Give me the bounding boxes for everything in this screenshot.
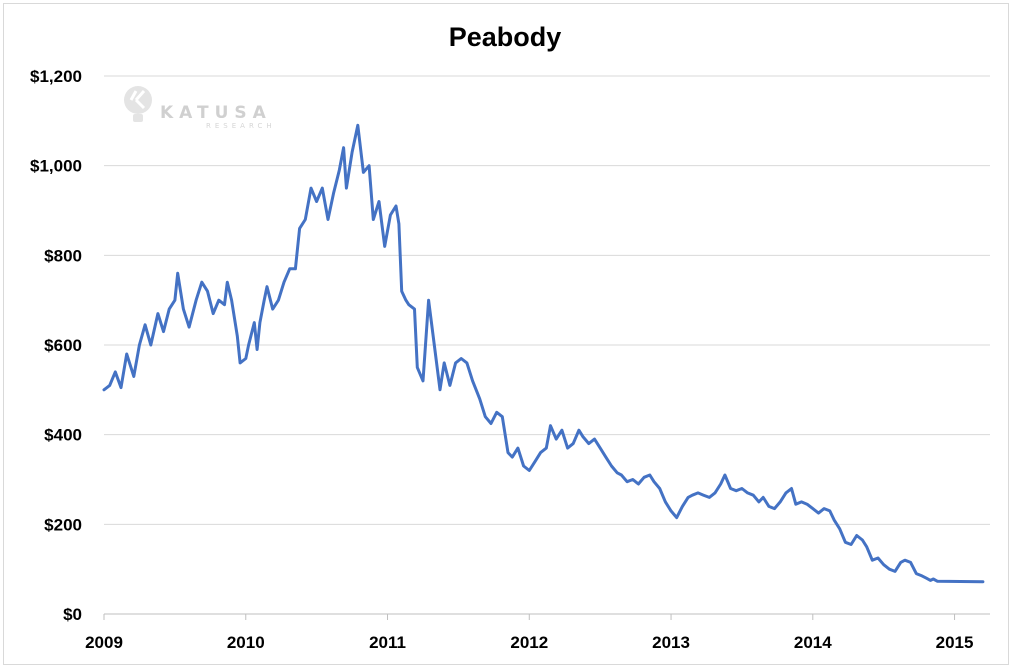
x-tick-label: 2009 (85, 633, 123, 652)
grid-lines (104, 75, 990, 525)
price-series-line (102, 123, 985, 584)
x-tick-label: 2014 (794, 633, 832, 652)
y-tick-label: $800 (44, 246, 82, 265)
y-tick-label: $600 (44, 336, 82, 355)
watermark-brand: KATUSA (160, 103, 272, 123)
watermark-logo: KATUSA RESEARCH (124, 86, 276, 130)
y-tick-label: $0 (63, 605, 82, 624)
y-axis-ticks: $0 $200 $400 $600 $800 $1,000 $1,200 (30, 67, 82, 624)
chart-frame (3, 3, 1009, 665)
x-tick-label: 2012 (510, 633, 548, 652)
x-tick-label: 2010 (227, 633, 265, 652)
x-tick-label: 2011 (369, 633, 406, 652)
y-tick-label: $200 (44, 515, 82, 534)
watermark-sub: RESEARCH (206, 122, 276, 130)
y-tick-label: $1,000 (30, 157, 82, 176)
y-tick-label: $400 (44, 426, 82, 445)
x-axis-ticks: 2009 2010 2011 2012 2013 2014 2015 (85, 614, 973, 652)
chart-title: Peabody (449, 22, 562, 52)
series-group (102, 123, 985, 584)
x-tick-label: 2013 (652, 633, 690, 652)
y-tick-label: $1,200 (30, 67, 82, 86)
x-tick-label: 2015 (936, 633, 974, 652)
